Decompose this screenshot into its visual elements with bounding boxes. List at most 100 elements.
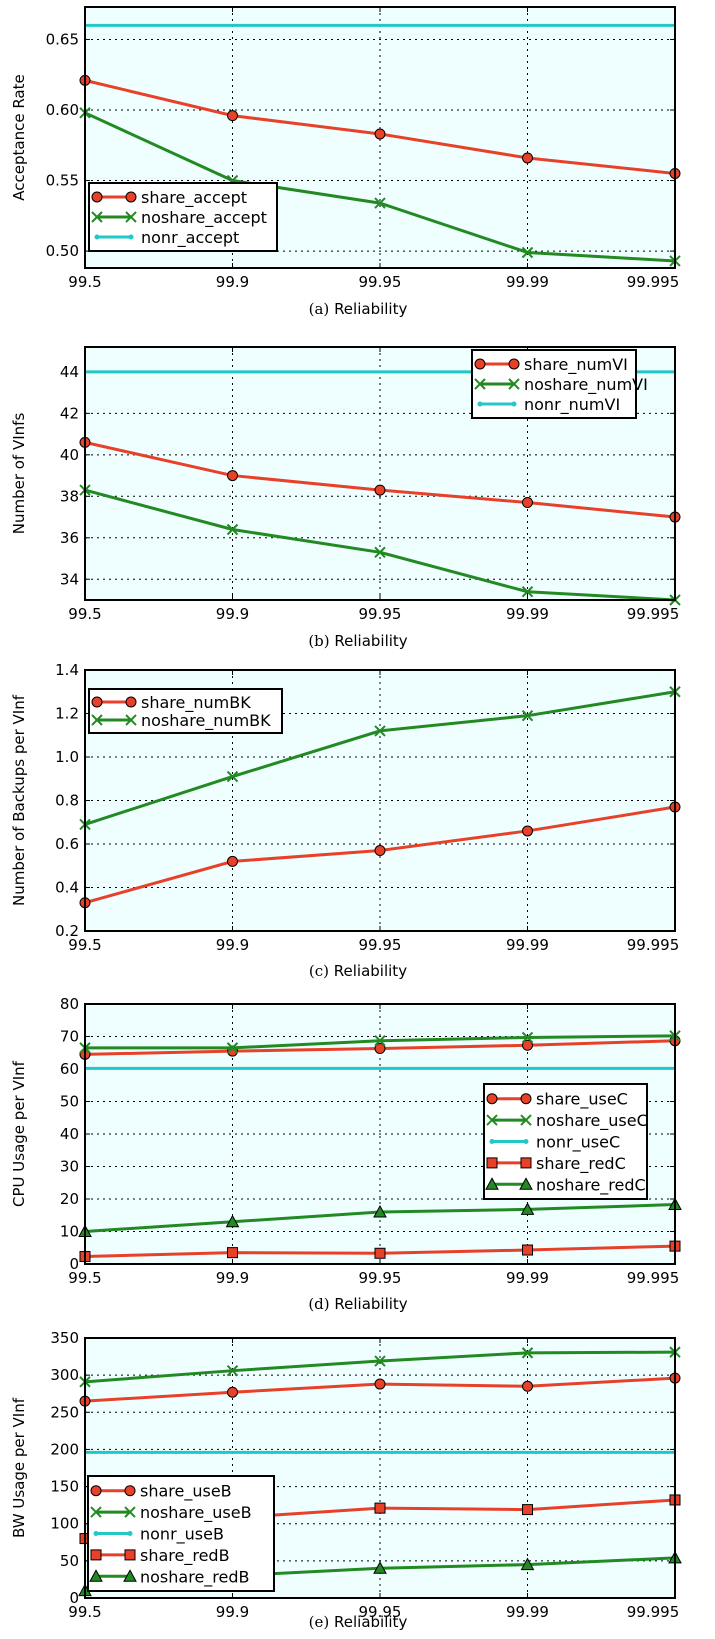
legend-label-share_redC: share_redC — [536, 1154, 626, 1174]
data-point-noshare_redC — [373, 1204, 387, 1218]
x-tick-label: 99.5 — [68, 605, 101, 623]
legend-marker-noshare_accept — [125, 211, 137, 223]
legend-marker-noshare_numBK — [125, 714, 137, 726]
legend-marker-share_numBK — [91, 696, 103, 708]
y-tick-label: 0.55 — [46, 172, 79, 190]
y-tick-label: 1.4 — [55, 661, 79, 679]
y-tick-label: 60 — [60, 1060, 79, 1078]
legend-marker-share_redC — [520, 1157, 532, 1169]
plot-frame — [84, 669, 676, 932]
legend-marker-share_numVI — [508, 358, 520, 370]
legend-marker-share_redB — [124, 1549, 136, 1561]
data-point-noshare_useB — [521, 1347, 534, 1359]
data-point-noshare_useB — [374, 1355, 386, 1367]
x-tick-label: 99.99 — [506, 605, 549, 623]
chart-panel-1: 99.5 99.9 99.95 99.99 99.995 0.50 0.55 0.60 0.65… — [10, 6, 681, 318]
caption-text: Reliability — [334, 300, 407, 318]
legend-marker-share_useC — [486, 1093, 498, 1105]
data-point-noshare_useC — [374, 1035, 386, 1047]
legend-marker-share_useB — [124, 1485, 136, 1497]
y-tick-label: 80 — [60, 995, 79, 1013]
data-point-share_redB — [374, 1502, 386, 1514]
y-tick-label: 0.60 — [46, 101, 79, 119]
legend-label-share_accept: share_accept — [141, 188, 247, 208]
legend-marker-noshare_useC — [520, 1114, 532, 1126]
chart-panel-2: 99.5 99.9 99.95 99.99 99.995 34 36 38 40 42 44 Numb… — [10, 346, 681, 650]
legend-marker-share_useB — [90, 1485, 102, 1497]
legend-marker-share_redB — [90, 1549, 102, 1561]
y-tick-label: 1.2 — [55, 705, 79, 723]
x-tick-label: 99.99 — [506, 936, 549, 954]
legend-marker-nonr_useC — [523, 1139, 529, 1144]
x-tick-label: 99.5 — [68, 1269, 101, 1287]
data-point-share_useC — [522, 1039, 533, 1051]
legend-marker-share_accept — [125, 191, 137, 203]
legend: share_useBnoshare_useBnonr_useBshare_red… — [87, 1475, 275, 1592]
y-tick-label: 0.65 — [46, 30, 79, 48]
legend-marker-noshare_redC — [519, 1177, 533, 1190]
data-point-share_numVI — [227, 470, 238, 482]
data-point-noshare_redB — [373, 1561, 387, 1574]
y-tick-label: 0.2 — [55, 922, 79, 940]
chart-panel-4: 99.5 99.9 99.95 99.99 99.995 0 10 20 30 40 50 60 70 8… — [10, 995, 682, 1313]
legend-label-share_useC: share_useC — [536, 1090, 628, 1110]
y-tick-label: 42 — [60, 404, 79, 422]
caption-label: (e) — [309, 1613, 334, 1631]
y-tick-label: 0.6 — [55, 835, 79, 853]
legend-marker-noshare_redC — [485, 1177, 499, 1190]
x-tick-label: 99.995 — [627, 273, 680, 291]
legend-marker-noshare_redB — [89, 1569, 103, 1582]
figure-caption: (b) Reliability — [308, 632, 407, 650]
x-tick-label: 99.95 — [359, 1603, 402, 1621]
legend-label-nonr_numVI: nonr_numVI — [524, 395, 620, 415]
figure-caption: (c) Reliability — [309, 962, 407, 980]
x-tick-label: 99.995 — [627, 1269, 680, 1287]
y-tick-label: 70 — [60, 1028, 79, 1046]
x-tick-label: 99.95 — [359, 1269, 402, 1287]
legend-label-noshare_numBK: noshare_numBK — [141, 711, 271, 731]
x-tick-label: 99.5 — [68, 1603, 101, 1621]
data-point-noshare_useC — [521, 1031, 534, 1044]
x-tick-label: 99.99 — [506, 1269, 549, 1287]
y-tick-label: 0.4 — [55, 879, 79, 897]
data-point-noshare_numVI — [521, 585, 534, 598]
legend-label-noshare_useC: noshare_useC — [536, 1111, 648, 1131]
legend-marker-nonr_useC — [489, 1139, 495, 1144]
caption-label: (c) — [309, 962, 334, 980]
legend-marker-noshare_numVI — [508, 378, 520, 390]
x-tick-label: 99.95 — [359, 605, 402, 623]
series-group — [79, 23, 681, 267]
y-tick-label: 200 — [50, 1440, 79, 1458]
caption-text: Reliability — [334, 632, 407, 650]
y-tick-label: 20 — [60, 1190, 79, 1208]
legend-label-share_redB: share_redB — [140, 1546, 230, 1566]
legend-marker-nonr_accept — [94, 234, 100, 240]
y-tick-label: 50 — [60, 1093, 79, 1111]
legend-label-noshare_redC: noshare_redC — [536, 1175, 646, 1195]
data-point-noshare_redC — [520, 1202, 535, 1215]
legend-marker-noshare_useB — [90, 1506, 102, 1518]
legend-marker-share_numVI — [474, 358, 486, 370]
legend-label-nonr_useC: nonr_useC — [536, 1133, 620, 1153]
y-tick-label: 250 — [50, 1403, 79, 1421]
x-tick-label: 99.99 — [506, 273, 549, 291]
x-tick-label: 99.995 — [627, 1603, 680, 1621]
x-tick-label: 99.9 — [216, 273, 249, 291]
y-tick-label: 36 — [60, 529, 79, 547]
data-point-share_numBK — [227, 855, 238, 867]
legend: share_useCnoshare_useCnonr_useCshare_red… — [483, 1083, 648, 1200]
caption-text: Reliability — [334, 1613, 407, 1631]
data-point-share_useB — [522, 1380, 533, 1392]
x-tick-label: 99.5 — [68, 936, 101, 954]
legend-label-noshare_redB: noshare_redB — [140, 1567, 249, 1587]
x-tick-label: 99.99 — [506, 1603, 549, 1621]
plot-frame — [84, 6, 676, 269]
y-tick-label: 38 — [60, 487, 79, 505]
legend-marker-nonr_accept — [128, 234, 134, 240]
y-tick-label: 300 — [50, 1366, 79, 1384]
legend-label-noshare_accept: noshare_accept — [141, 208, 267, 228]
legend-label-nonr_accept: nonr_accept — [141, 228, 239, 248]
legend-marker-share_useC — [520, 1093, 532, 1105]
